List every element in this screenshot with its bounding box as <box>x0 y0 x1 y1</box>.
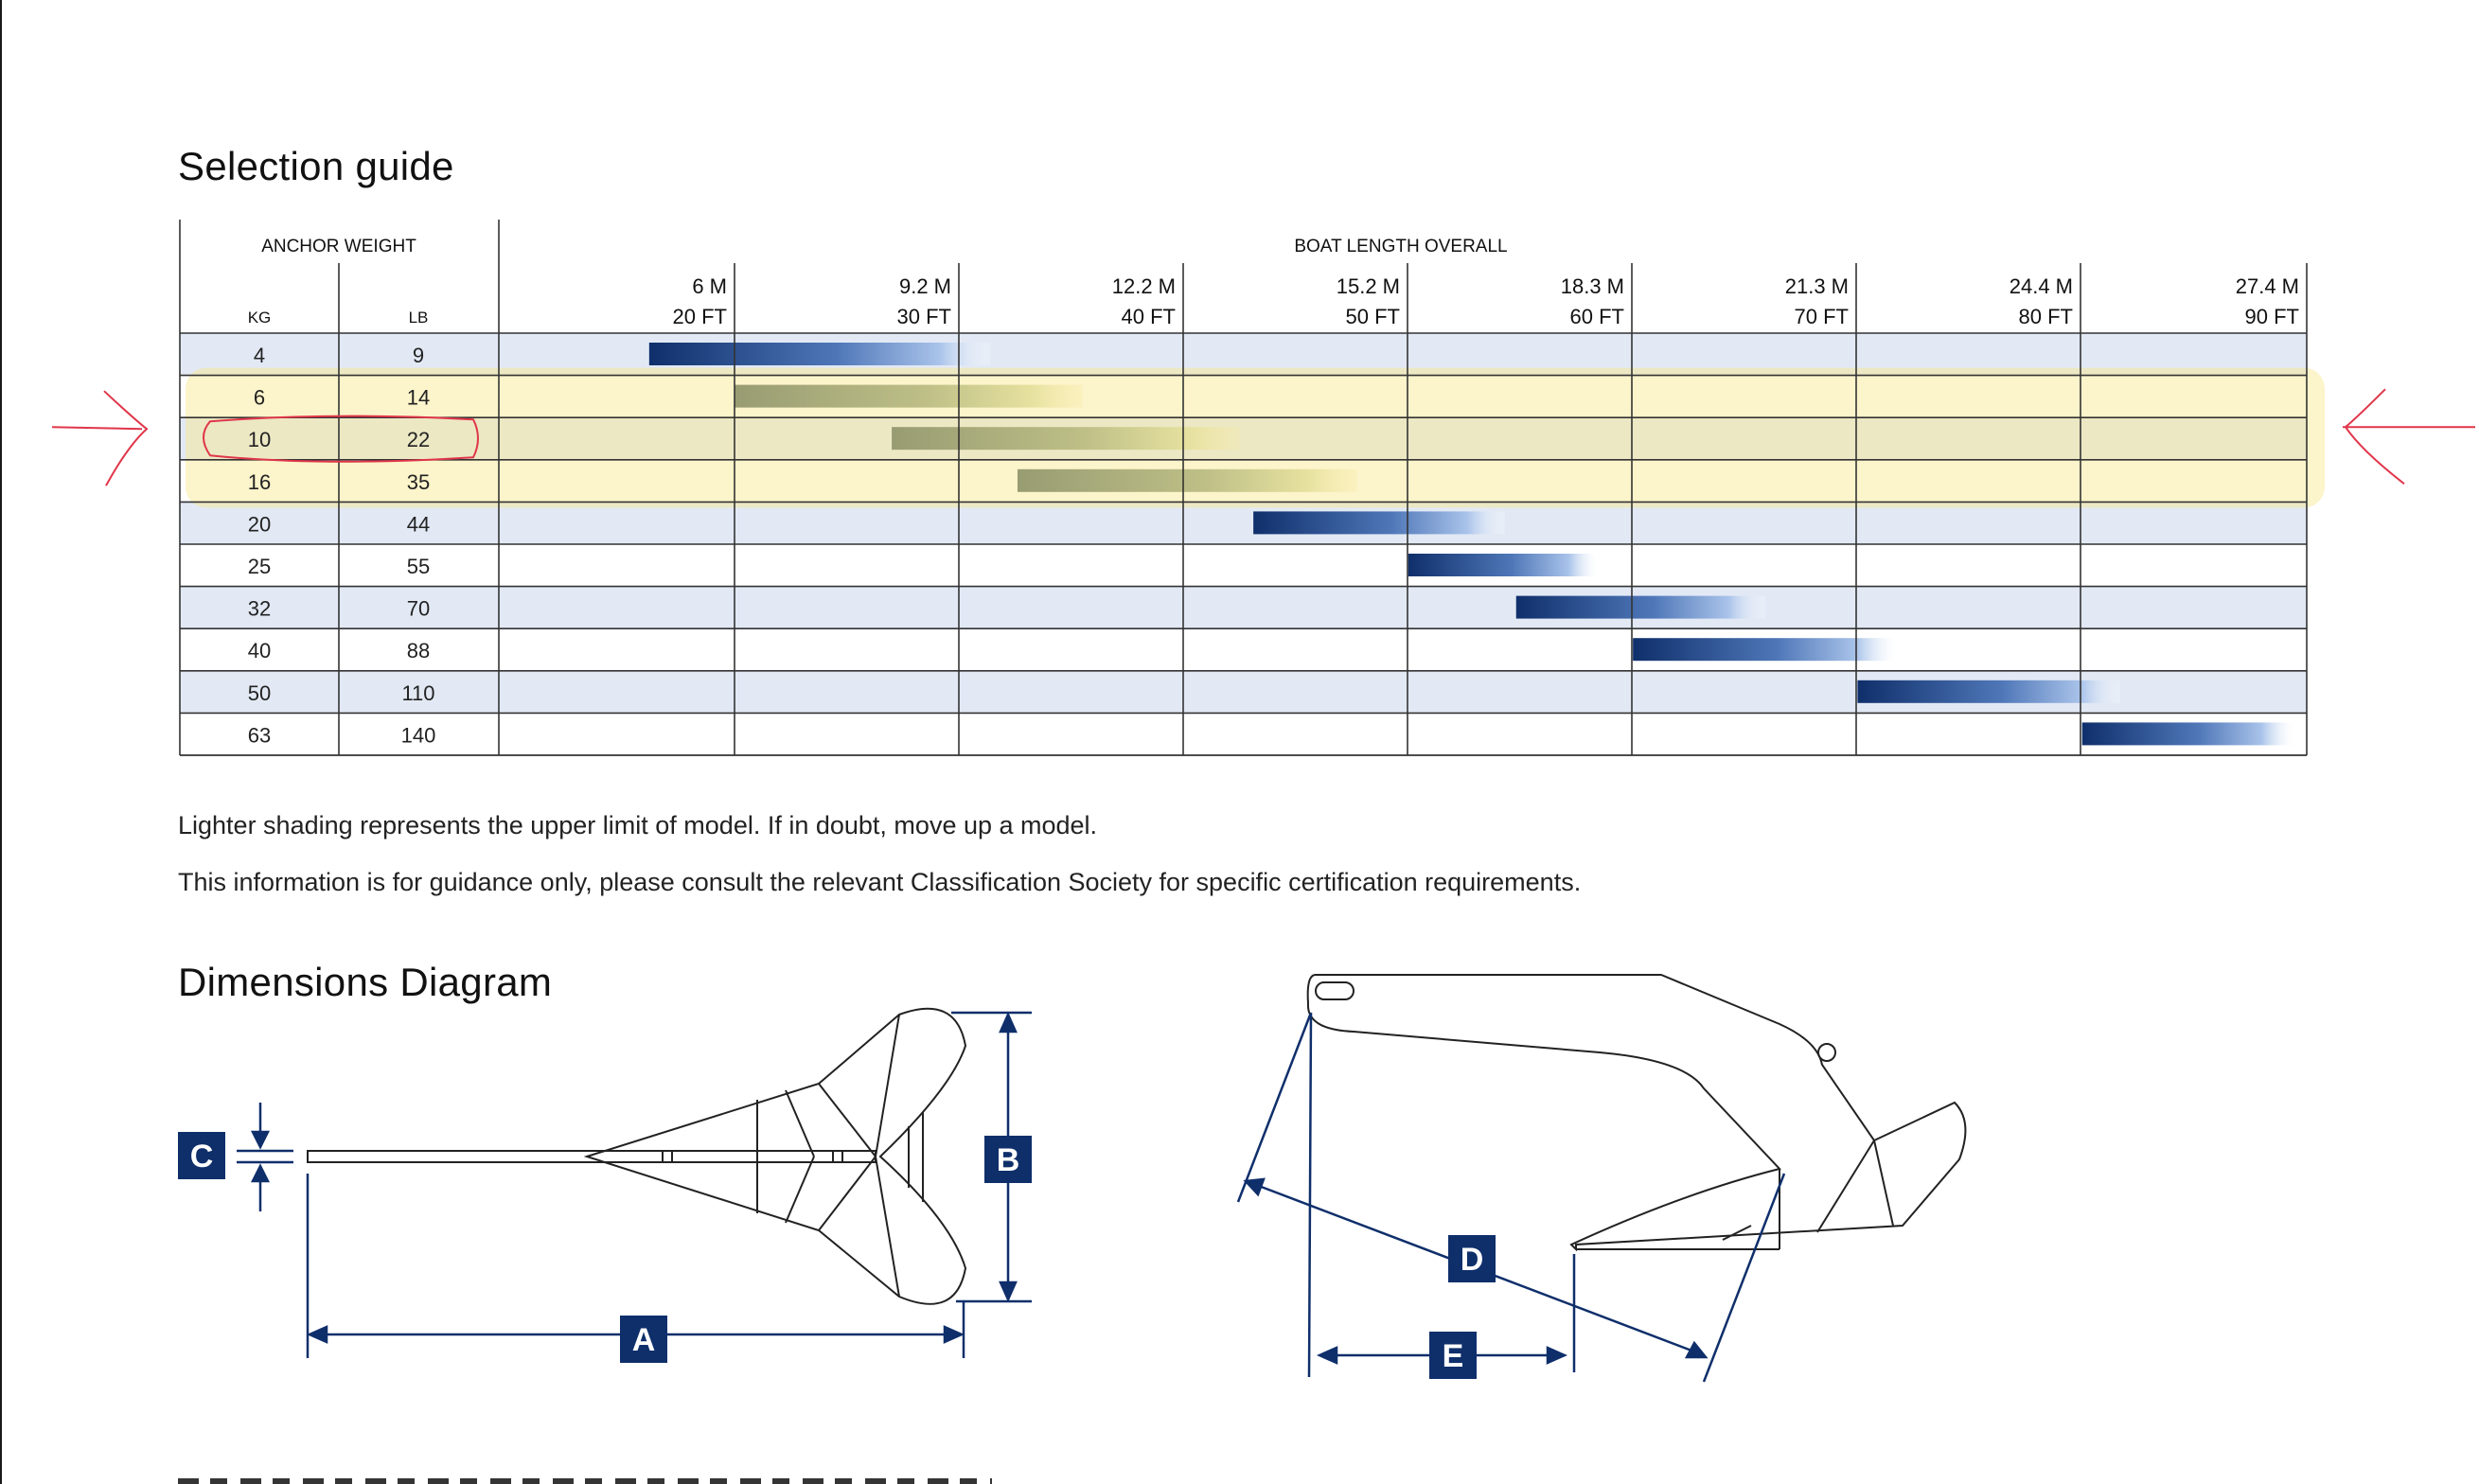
fluke-outline <box>583 1007 967 1305</box>
lb-value: 44 <box>407 512 430 536</box>
range-bar <box>1253 511 1505 535</box>
range-bar <box>1017 468 1357 492</box>
range-bar <box>1633 638 1896 662</box>
range-bar <box>648 343 991 365</box>
kg-value: 16 <box>248 470 271 494</box>
tick-feet: 50 FT <box>1346 305 1400 328</box>
range-bar <box>1408 554 1598 576</box>
lb-value: 88 <box>407 639 430 662</box>
tick-feet: 20 FT <box>673 305 727 328</box>
label-d: D <box>1461 1242 1484 1278</box>
row-stripe <box>180 333 2307 376</box>
label-e: E <box>1443 1338 1464 1374</box>
tick-meters: 18.3 M <box>1561 274 1624 298</box>
tick-feet: 40 FT <box>1122 305 1176 328</box>
dimensions-diagram-heading: Dimensions Diagram <box>178 960 553 1004</box>
range-bars <box>648 343 2293 746</box>
tick-meters: 27.4 M <box>2236 274 2299 298</box>
table-header: ANCHOR WEIGHT BOAT LENGTH OVERALL KG LB <box>248 237 1508 327</box>
anchor-top-view-diagram: C B A <box>178 1007 1032 1363</box>
tick-meters: 15.2 M <box>1337 274 1400 298</box>
table-grid <box>179 220 2308 756</box>
row-stripe <box>180 586 2307 629</box>
lb-value: 70 <box>407 597 430 621</box>
lb-value: 55 <box>407 555 430 578</box>
kg-value: 50 <box>248 681 271 705</box>
row-stripe <box>180 502 2307 544</box>
page-edge-rule <box>0 0 2 1484</box>
label-c: C <box>190 1139 214 1175</box>
tick-meters: 24.4 M <box>2010 274 2073 298</box>
next-section-heading-cutoff <box>178 1469 992 1484</box>
boat-length-header: BOAT LENGTH OVERALL <box>1294 237 1507 256</box>
lb-value: 140 <box>401 723 436 747</box>
highlight-band <box>186 367 2325 508</box>
tick-feet: 30 FT <box>897 305 951 328</box>
kg-value: 32 <box>248 597 271 621</box>
lb-value: 9 <box>413 344 424 367</box>
tick-meters: 21.3 M <box>1785 274 1849 298</box>
tick-meters: 9.2 M <box>899 274 951 298</box>
tick-feet: 90 FT <box>2245 305 2299 328</box>
circle-mark <box>203 415 479 463</box>
lb-value: 35 <box>407 470 430 494</box>
tick-meters: 12.2 M <box>1112 274 1176 298</box>
range-bar <box>1515 595 1766 619</box>
anchor-weight-header: ANCHOR WEIGHT <box>261 237 416 256</box>
tick-feet: 60 FT <box>1570 305 1624 328</box>
lb-value: 22 <box>407 428 430 451</box>
row-stripes <box>180 333 2307 714</box>
kg-value: 10 <box>248 428 271 451</box>
label-b: B <box>997 1142 1020 1178</box>
kg-value: 6 <box>254 386 265 410</box>
kg-value: 25 <box>248 555 271 578</box>
tick-meters: 6 M <box>692 274 727 298</box>
tick-feet: 80 FT <box>2019 305 2073 328</box>
row-values: 4 9 6 14 10 22 16 35 20 44 25 55 32 70 40 88 50 110 63 140 <box>248 344 436 747</box>
kg-value: 4 <box>254 344 265 367</box>
arrow-right-mark <box>2343 388 2475 485</box>
range-bar <box>892 427 1240 450</box>
kg-column-header: KG <box>248 309 272 327</box>
arrow-left-mark <box>51 390 149 486</box>
shank-outline <box>307 1150 877 1163</box>
annotations <box>51 388 2475 486</box>
note-guidance: This information is for guidance only, p… <box>178 868 1582 896</box>
length-tick-labels: 6 M 20 FT 9.2 M 30 FT 12.2 M 40 FT 15.2 M 50 FT… <box>673 274 2299 328</box>
range-bar <box>1857 680 2121 703</box>
highlight-marker <box>186 367 2325 508</box>
label-a: A <box>632 1322 656 1358</box>
kg-value: 20 <box>248 512 271 536</box>
row-stripe <box>180 417 2307 460</box>
range-bar <box>2081 722 2293 746</box>
tick-feet: 70 FT <box>1795 305 1849 328</box>
lb-column-header: LB <box>409 309 429 327</box>
kg-value: 63 <box>248 723 271 747</box>
anchor-side-outline <box>1306 974 1967 1252</box>
range-bar <box>735 384 1083 408</box>
lb-value: 110 <box>401 681 434 705</box>
note-shading: Lighter shading represents the upper lim… <box>178 811 1098 839</box>
lb-value: 14 <box>407 386 430 410</box>
selection-guide-heading: Selection guide <box>178 144 454 188</box>
anchor-side-view-diagram: D E <box>1236 974 1967 1383</box>
kg-value: 40 <box>248 639 271 662</box>
